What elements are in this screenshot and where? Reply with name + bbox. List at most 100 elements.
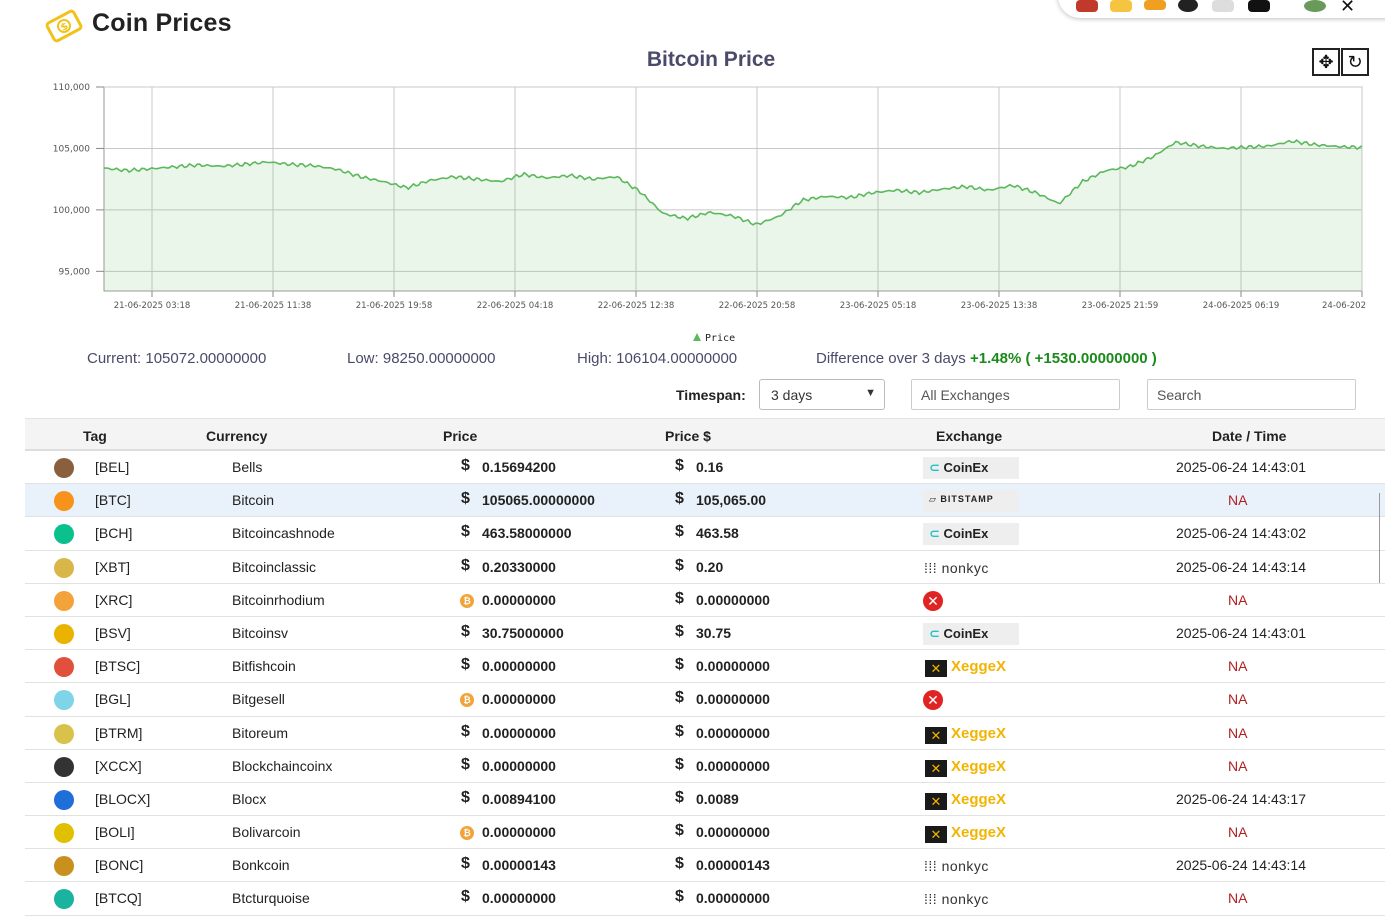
coin-currency[interactable]: Blocx [232,790,267,807]
coin-logo-icon[interactable]: $ [44,6,84,46]
exchange-name: nonkyc [941,891,989,908]
stat-difference: Difference over 3 days +1.48% ( +1530.00… [816,350,1157,367]
coin-currency[interactable]: Bitcoin [232,492,275,509]
coin-currency[interactable]: Bitgesell [232,691,285,708]
exchange-logo-xeggex[interactable]: ✕ XeggeX [923,789,1023,811]
y-tick-label: 95,000 [59,267,91,277]
exchange-logo-bitstamp[interactable]: ▱ BITSTAMP [923,490,1019,513]
table-row[interactable]: [BEL] Bells $0.15694200 $0.16 ⊂ CoinEx 2025-0… [25,451,1385,485]
nav-icon-2[interactable] [1110,0,1132,12]
coin-icon [54,623,74,644]
header-price-usd[interactable]: Price $ [665,428,711,444]
table-header: Tag Currency Price Price $ Exchange Date… [25,418,1385,451]
coin-price-usd: 0.00000000 [696,658,770,675]
coin-price-usd: 30.75 [696,624,732,641]
exchange-logo-nonkyc[interactable]: ⁞⁞⁞ nonkyc [924,891,989,908]
price-chart[interactable]: 110,000 105,000 100,000 95,000 21-06-2025 03… [0,0,1385,350]
coin-currency[interactable]: Bitcoinclassic [232,558,317,575]
coin-currency[interactable]: Bonkcoin [232,857,290,874]
exchange-logo-xeggex[interactable]: ✕ XeggeX [923,723,1023,745]
info-icon[interactable] [1178,0,1198,12]
coin-datetime: 2025-06-24 14:43:01 [1176,459,1306,475]
exchange-logo-xeggex[interactable]: ✕ XeggeX [923,656,1023,678]
coin-price-usd: 0.16 [696,459,724,475]
header-price[interactable]: Price [443,428,478,444]
exchange-logo-nonkyc[interactable]: ⁞⁞⁞ nonkyc [924,559,989,576]
table-row[interactable]: [BTC] Bitcoin $105065.00000000 $105,065.00 ▱… [25,484,1385,518]
exchange-logo-nonkyc[interactable]: ⁞⁞⁞ nonkyc [924,858,989,875]
table-row[interactable]: [BGL] Bitgesell ₿ 0.00000000 $0.00000000 ✕ NA [25,683,1385,717]
coin-currency[interactable]: Bitcoinsv [232,624,289,641]
table-row[interactable]: [BTRM] Bitoreum $0.00000000 $0.00000000 ✕ Xeg… [25,717,1385,750]
coin-icon [54,823,74,844]
dollar-icon: $ [461,722,470,740]
table-row[interactable]: [BSV] Bitcoinsv $30.75000000 $30.75 ⊂ CoinEx… [25,617,1385,651]
table-row[interactable]: [BOLI] Bolivarcoin ₿ 0.00000000 $0.00000000 ✕… [25,816,1385,850]
coin-currency[interactable]: Btcturquoise [232,890,310,907]
coin-price: 0.00000000 [482,658,556,675]
header-datetime[interactable]: Date / Time [1212,428,1287,444]
dollar-icon: $ [675,656,684,674]
exchange-logo-xeggex[interactable]: ✕ XeggeX [923,756,1023,778]
coin-icon [54,557,74,578]
exchange-logo-coinex[interactable]: ⊂ CoinEx [923,523,1019,546]
chevron-down-icon: ▼ [865,387,876,399]
nav-icon-7[interactable] [1304,0,1326,12]
coin-tag: [BTRM] [95,724,143,741]
coin-icon [54,590,74,611]
timespan-select[interactable]: 3 days ▼ [759,379,885,410]
nav-icon-3[interactable] [1144,0,1166,10]
exchange-logo-coinex[interactable]: ⊂ CoinEx [923,457,1019,479]
header-tag[interactable]: Tag [83,428,107,444]
dollar-icon: $ [461,523,470,541]
coin-currency[interactable]: Blockchaincoinx [232,757,333,774]
dollar-icon: $ [461,622,470,640]
nav-icon-1[interactable] [1076,0,1098,12]
table-row[interactable]: [XBT] Bitcoinclassic $0.20330000 $0.20 ⁞⁞⁞ n… [25,551,1385,584]
coin-price-usd: 0.00000000 [696,890,770,907]
table-row[interactable]: [XCCX] Blockchaincoinx $0.00000000 $0.00000… [25,750,1385,783]
x-tick-label: 21-06-2025 11:38 [235,301,312,311]
coin-currency[interactable]: Bells [232,459,263,475]
pan-button[interactable]: ✥ [1312,48,1340,76]
plot-area [103,86,1363,292]
coin-currency[interactable]: Bitcoinrhodium [232,591,325,608]
tools-icon[interactable]: ✕ [1340,0,1356,16]
coin-datetime: 2025-06-24 14:43:17 [1176,790,1306,807]
nav-icon-6[interactable] [1248,0,1270,12]
coin-price: 0.00000000 [482,824,556,841]
coin-icon [54,524,74,545]
coin-price-usd: 105,065.00 [696,492,767,509]
coin-datetime: 2025-06-24 14:43:14 [1176,558,1306,575]
coin-currency[interactable]: Bitfishcoin [232,658,296,675]
nav-icon-5[interactable] [1212,0,1234,12]
dollar-icon: $ [675,622,684,640]
coin-price: 0.00000000 [482,890,556,907]
dollar-icon: $ [461,556,470,574]
table-row[interactable]: [BONC] Bonkcoin $0.00000143 $0.00000143 ⁞⁞⁞ … [25,849,1385,883]
table-row[interactable]: [BLOCX] Blocx $0.00894100 $0.0089 ✕ XeggeX 202… [25,783,1385,817]
header-exchange[interactable]: Exchange [936,428,1003,444]
table-row[interactable]: [BTCQ] Btcturquoise $0.00000000 $0.00000000… [25,882,1385,916]
coin-price: 0.00000000 [482,757,556,774]
coin-tag: [BOLI] [95,824,135,841]
coin-currency[interactable]: Bitcoincashnode [232,525,335,542]
coin-currency[interactable]: Bitoreum [232,724,289,741]
coin-tag: [BSV] [95,624,131,641]
coin-tag: [BONC] [95,857,144,874]
exchange-logo-xeggex[interactable]: ✕ XeggeX [923,822,1023,844]
search-input[interactable]: Search [1147,379,1356,410]
header-currency[interactable]: Currency [206,428,268,444]
scrollbar[interactable] [1379,493,1385,583]
coin-price: 0.00000143 [482,857,556,874]
table-row[interactable]: [XRC] Bitcoinrhodium ₿ 0.00000000 $0.0000000… [25,584,1385,617]
table-row[interactable]: [BTSC] Bitfishcoin $0.00000000 $0.00000000 ✕… [25,650,1385,684]
exchange-name: nonkyc [941,559,989,576]
coin-tag: [XCCX] [95,757,142,774]
table-row[interactable]: [BCH] Bitcoincashnode $463.58000000 $463.58… [25,517,1385,551]
exchange-filter-input[interactable]: All Exchanges [911,379,1120,410]
exchange-logo-coinex[interactable]: ⊂ CoinEx [923,622,1019,645]
coin-currency[interactable]: Bolivarcoin [232,824,301,841]
dollar-icon: $ [461,788,470,806]
reset-zoom-button[interactable]: ↻ [1341,48,1369,76]
